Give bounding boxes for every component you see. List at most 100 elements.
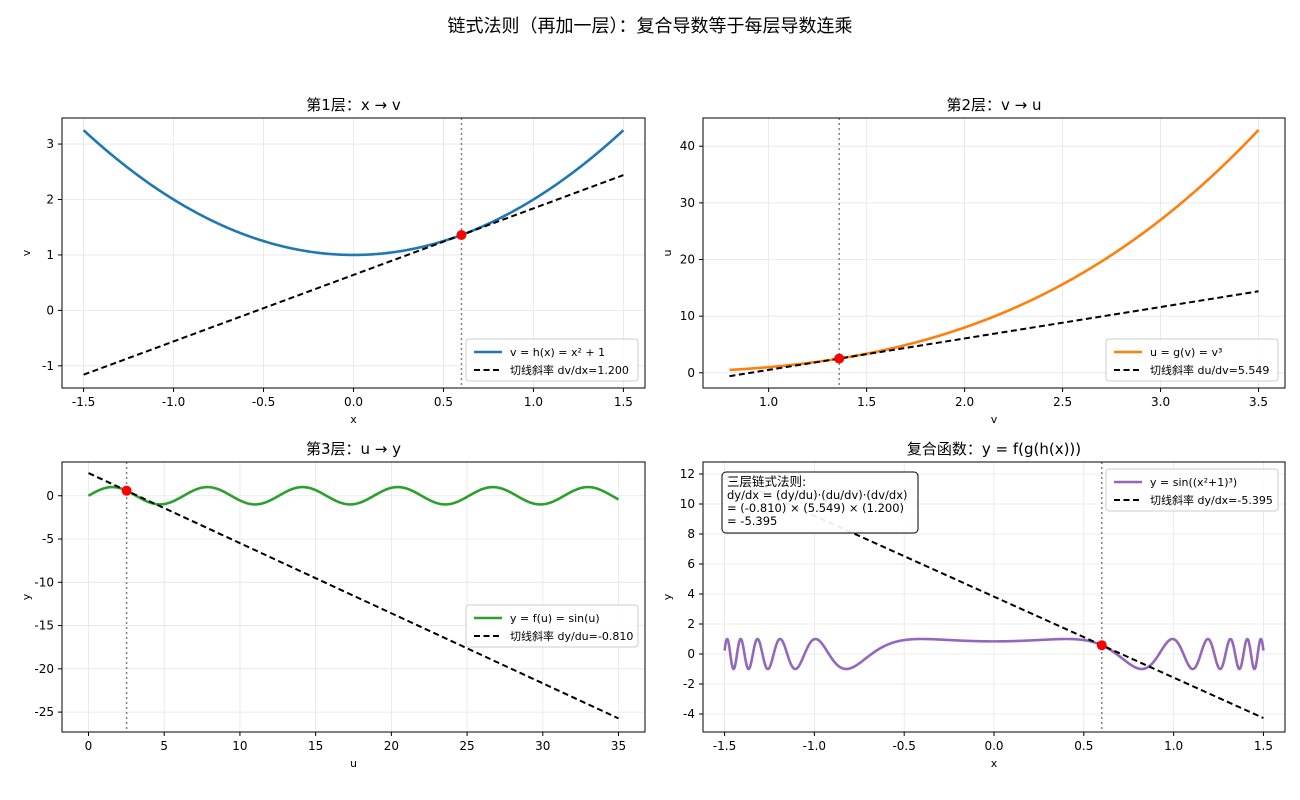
y-tick-label: 20 xyxy=(680,253,695,267)
y-axis-label: y xyxy=(661,593,674,600)
y-tick-label: -15 xyxy=(34,619,54,633)
series-line-curve xyxy=(87,485,620,506)
legend-label-tangent: 切线斜率 du/dv=5.549 xyxy=(1150,363,1269,377)
data-point-marker xyxy=(834,353,845,364)
x-tick-label: 0 xyxy=(85,739,93,753)
y-tick-label: 2 xyxy=(687,617,695,631)
x-tick-label: 10 xyxy=(232,739,247,753)
x-axis-label: x xyxy=(350,413,357,426)
x-tick-label: 1.0 xyxy=(1164,739,1183,753)
y-tick-label: 2 xyxy=(46,192,54,206)
plot-area xyxy=(87,462,620,732)
y-tick-label: 0 xyxy=(46,489,54,503)
legend: u = g(v) = v³ 切线斜率 du/dv=5.549 xyxy=(1105,338,1279,382)
series-line-tangent xyxy=(88,472,619,720)
x-tick-label: 25 xyxy=(459,739,474,753)
legend-label-curve: u = g(v) = v³ xyxy=(1150,346,1222,359)
data-point-marker xyxy=(1096,640,1107,651)
x-tick-label: 0.0 xyxy=(344,395,363,409)
legend-label-curve: y = f(u) = sin(u) xyxy=(510,612,600,625)
legend-box xyxy=(1105,468,1279,512)
x-tick-label: 15 xyxy=(308,739,323,753)
y-axis-label: y xyxy=(20,593,33,600)
chart-title: 第3层：u → y xyxy=(306,440,401,458)
annotation-line: dy/dx = (dy/du)·(du/dv)·(dv/dx) xyxy=(727,488,908,502)
series-line-tangent xyxy=(729,290,1259,378)
legend-box xyxy=(465,604,639,648)
x-tick-label: -0.5 xyxy=(252,395,275,409)
y-tick-label: 40 xyxy=(680,139,695,153)
series-line-curve xyxy=(82,129,625,257)
chart-title: 第2层：v → u xyxy=(946,96,1041,114)
plot-area xyxy=(82,118,625,388)
x-tick-label: -1.5 xyxy=(72,395,95,409)
y-tick-label: -25 xyxy=(34,705,54,719)
y-tick-label: 30 xyxy=(680,196,695,210)
y-tick-label: -4 xyxy=(683,707,695,721)
y-tick-label: 3 xyxy=(46,137,54,151)
plot-area xyxy=(729,118,1260,388)
x-tick-label: 35 xyxy=(611,739,626,753)
x-tick-label: -1.5 xyxy=(713,739,736,753)
series-line-tangent xyxy=(83,174,624,376)
chart-panel-3: 0 5 10 15 20 25 30 35 0 -5 -10 -15 -20 -25 第3层：u → y u y… xyxy=(20,440,646,770)
x-tick-label: -0.5 xyxy=(892,739,915,753)
y-tick-label: -5 xyxy=(42,532,54,546)
annotation-line: = (-0.810) × (5.549) × (1.200) xyxy=(727,501,904,515)
chart-title: 第1层：x → v xyxy=(306,96,401,114)
x-axis-label: v xyxy=(991,413,998,426)
axes-frame xyxy=(702,117,1286,389)
x-tick-label: 0.0 xyxy=(984,739,1003,753)
legend-label-tangent: 切线斜率 dv/dx=1.200 xyxy=(510,363,629,377)
y-tick-label: 10 xyxy=(680,497,695,511)
x-tick-label: 3.0 xyxy=(1151,395,1170,409)
y-tick-label: 1 xyxy=(46,248,54,262)
legend-label-curve: v = h(x) = x² + 1 xyxy=(510,346,605,359)
y-tick-label: 0 xyxy=(46,303,54,317)
x-tick-label: 2.5 xyxy=(1053,395,1072,409)
legend-label-tangent: 切线斜率 dy/du=-0.810 xyxy=(510,629,633,643)
y-tick-label: -2 xyxy=(683,677,695,691)
x-tick-label: 5 xyxy=(160,739,168,753)
legend: v = h(x) = x² + 1 切线斜率 dv/dx=1.200 xyxy=(465,338,639,382)
legend-label-tangent: 切线斜率 dy/dx=-5.395 xyxy=(1150,493,1273,507)
annotation-box xyxy=(721,471,919,534)
legend-box xyxy=(1105,338,1279,382)
x-tick-label: 1.0 xyxy=(524,395,543,409)
y-tick-label: 0 xyxy=(687,647,695,661)
x-tick-label: -1.0 xyxy=(803,739,826,753)
x-tick-label: 0.5 xyxy=(1074,739,1093,753)
y-tick-label: -10 xyxy=(34,575,54,589)
series-line-curve xyxy=(723,637,1265,671)
annotation-line: 三层链式法则: xyxy=(727,474,806,489)
y-tick-label: -20 xyxy=(34,662,54,676)
x-axis-label: u xyxy=(350,757,357,770)
y-tick-label: 0 xyxy=(687,366,695,380)
x-tick-label: 1.5 xyxy=(1254,739,1273,753)
x-axis-label: x xyxy=(991,757,998,770)
axes-frame xyxy=(61,461,646,733)
x-tick-label: -1.0 xyxy=(162,395,185,409)
x-tick-label: 30 xyxy=(535,739,550,753)
x-tick-label: 1.0 xyxy=(759,395,778,409)
y-tick-label: 4 xyxy=(687,587,695,601)
chart-panel-2: 1.0 1.5 2.0 2.5 3.0 3.5 0 10 20 30 40 第2层：v → u v u u … xyxy=(661,96,1286,426)
y-axis-label: v xyxy=(20,249,33,256)
y-tick-label: 6 xyxy=(687,557,695,571)
x-tick-label: 20 xyxy=(384,739,399,753)
x-tick-label: 1.5 xyxy=(614,395,633,409)
legend: y = sin((x²+1)³) 切线斜率 dy/dx=-5.395 xyxy=(1105,468,1279,512)
y-tick-label: -1 xyxy=(42,359,54,373)
legend: y = f(u) = sin(u) 切线斜率 dy/du=-0.810 xyxy=(465,604,639,648)
chart-title: 复合函数：y = f(g(h(x))) xyxy=(907,440,1081,458)
x-tick-label: 3.5 xyxy=(1249,395,1268,409)
x-tick-label: 1.5 xyxy=(857,395,876,409)
annotation: 三层链式法则:dy/dx = (dy/du)·(du/dv)·(dv/dx)= … xyxy=(721,471,919,534)
annotation-line: = -5.395 xyxy=(727,514,777,528)
x-tick-label: 2.0 xyxy=(955,395,974,409)
y-tick-label: 12 xyxy=(680,467,695,481)
chart-panel-4: -1.5 -1.0 -0.5 0.0 0.5 1.0 1.5 -4 -2 0 2 4 6 8 10 12 复合函… xyxy=(661,440,1286,770)
legend-label-curve: y = sin((x²+1)³) xyxy=(1150,476,1237,489)
chart-panel-1: -1.5 -1.0 -0.5 0.0 0.5 1.0 1.5 -1 0 1 2 3 第1层：x → v x… xyxy=(20,96,646,426)
